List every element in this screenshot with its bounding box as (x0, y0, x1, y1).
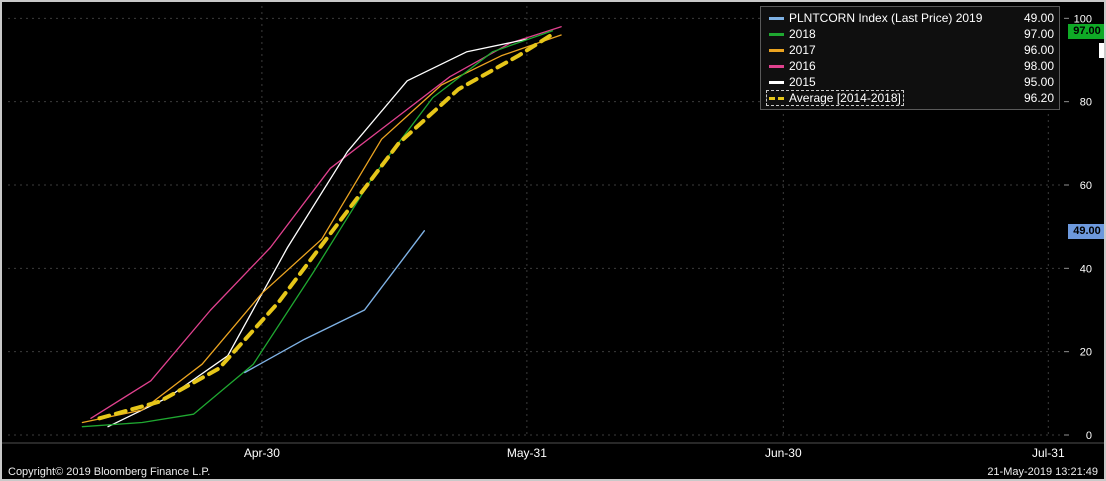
timestamp-text: 21-May-2019 13:21:49 (987, 466, 1098, 478)
legend-label: Average [2014-2018] (789, 91, 901, 105)
legend-value: 98.00 (1023, 59, 1054, 73)
svg-text:60: 60 (1080, 180, 1092, 192)
legend-row-2016[interactable]: 2016 98.00 (766, 58, 1054, 74)
svg-text:20: 20 (1080, 347, 1092, 359)
svg-text:May-31: May-31 (507, 446, 547, 460)
svg-text:40: 40 (1080, 263, 1092, 275)
legend-entry: 2017 (766, 42, 819, 58)
legend-line-swatch-2019 (769, 16, 784, 20)
legend-value: 96.20 (1023, 91, 1054, 105)
legend-label: 2018 (789, 27, 816, 41)
legend-label: 2016 (789, 59, 816, 73)
axis-last-price-badge: 97.00 (1068, 23, 1104, 39)
svg-text:Apr-30: Apr-30 (244, 446, 280, 460)
legend-label: PLNTCORN Index (Last Price) 2019 (789, 11, 983, 25)
legend-row-2018[interactable]: 2018 97.00 (766, 26, 1054, 42)
legend-line-swatch-average (769, 96, 784, 100)
axis-last-price-badge: 49.00 (1068, 223, 1104, 239)
legend-line-swatch-2017 (769, 48, 784, 52)
svg-text:0: 0 (1086, 430, 1092, 442)
legend-entry: 2018 (766, 26, 819, 42)
legend-value: 49.00 (1023, 11, 1054, 25)
legend-entry: 2015 (766, 74, 819, 90)
svg-text:100: 100 (1074, 13, 1092, 25)
legend-line-swatch-2015 (769, 80, 784, 84)
legend-entry: 2016 (766, 58, 819, 74)
chart-legend: PLNTCORN Index (Last Price) 2019 49.00 2… (760, 6, 1060, 110)
legend-value: 97.00 (1023, 27, 1054, 41)
legend-label: 2017 (789, 43, 816, 57)
legend-row-2019[interactable]: PLNTCORN Index (Last Price) 2019 49.00 (766, 10, 1054, 26)
legend-row-average[interactable]: Average [2014-2018] 96.20 (766, 90, 1054, 106)
axis-last-price-badge-partial (1099, 42, 1104, 58)
legend-entry-highlighted: Average [2014-2018] (766, 90, 904, 106)
legend-value: 96.00 (1023, 43, 1054, 57)
status-bar: Copyright© 2019 Bloomberg Finance L.P. 2… (2, 466, 1104, 478)
legend-line-swatch-2018 (769, 32, 784, 36)
svg-text:Jun-30: Jun-30 (765, 446, 802, 460)
legend-row-2017[interactable]: 2017 96.00 (766, 42, 1054, 58)
planting-progress-chart[interactable]: 0 20 40 60 80 100 Apr-30 May-31 Jun-30 Jul-31 (2, 2, 1106, 462)
svg-text:80: 80 (1080, 97, 1092, 109)
legend-row-2015[interactable]: 2015 95.00 (766, 74, 1054, 90)
legend-line-swatch-2016 (769, 64, 784, 68)
legend-value: 95.00 (1023, 75, 1054, 89)
svg-text:Jul-31: Jul-31 (1032, 446, 1065, 460)
legend-entry: PLNTCORN Index (Last Price) 2019 (766, 10, 985, 26)
copyright-text: Copyright© 2019 Bloomberg Finance L.P. (8, 466, 211, 478)
legend-label: 2015 (789, 75, 816, 89)
